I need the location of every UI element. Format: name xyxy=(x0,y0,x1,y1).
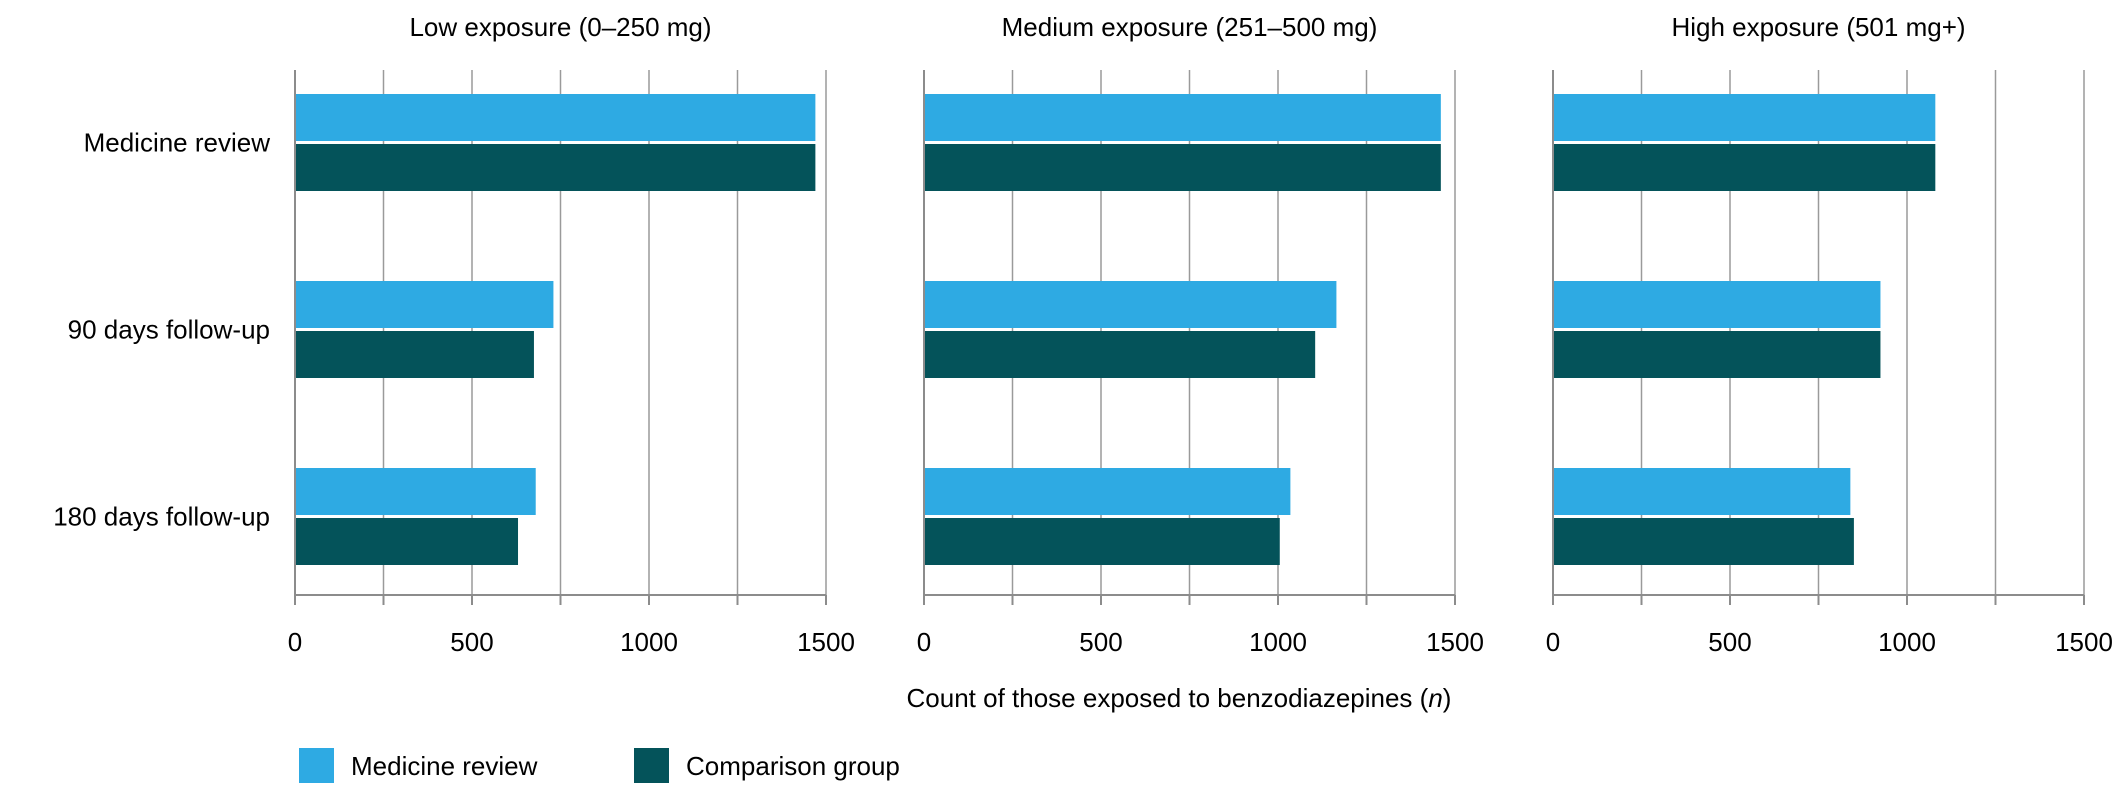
bar-medicine-review xyxy=(1553,94,1936,141)
panel-title: High exposure (501 mg+) xyxy=(1671,12,1965,42)
bar-medicine-review xyxy=(295,94,816,141)
tick-label: 1500 xyxy=(797,627,855,657)
panel-2: High exposure (501 mg+) 0 500 1000 1500 xyxy=(1546,12,2113,657)
legend-swatch xyxy=(634,748,669,783)
category-label: Medicine review xyxy=(84,128,271,158)
bar-medicine-review xyxy=(1553,468,1851,515)
tick-label: 1500 xyxy=(1426,627,1484,657)
panel-1: Medium exposure (251–500 mg) 0 500 1000 1500 xyxy=(917,12,1484,657)
panel-title: Medium exposure (251–500 mg) xyxy=(1002,12,1378,42)
panel-title: Low exposure (0–250 mg) xyxy=(409,12,711,42)
bar-comparison-group xyxy=(924,518,1280,565)
legend-label: Comparison group xyxy=(686,751,900,781)
panels: Low exposure (0–250 mg)0 500 1000 1500Mediu… xyxy=(288,12,2113,657)
legend-label: Medicine review xyxy=(351,751,538,781)
tick-label: 1000 xyxy=(620,627,678,657)
bar-medicine-review xyxy=(295,468,536,515)
tick-label: 0 xyxy=(1546,627,1560,657)
bar-medicine-review xyxy=(924,94,1441,141)
category-label: 90 days follow-up xyxy=(68,315,270,345)
bar-comparison-group xyxy=(295,331,534,378)
tick-label: 1000 xyxy=(1249,627,1307,657)
bar-medicine-review xyxy=(295,281,554,328)
category-label: 180 days follow-up xyxy=(53,502,270,532)
tick-label: 500 xyxy=(450,627,493,657)
bar-comparison-group xyxy=(1553,331,1881,378)
tick-label: 0 xyxy=(288,627,302,657)
x-axis-label: Count of those exposed to benzodiazepine… xyxy=(907,683,1452,713)
bar-medicine-review xyxy=(924,468,1291,515)
bar-comparison-group xyxy=(1553,144,1936,191)
bar-medicine-review xyxy=(1553,281,1881,328)
panel-0: Low exposure (0–250 mg) 0 500 1000 1500 xyxy=(288,12,855,657)
bar-comparison-group xyxy=(924,331,1316,378)
tick-label: 1000 xyxy=(1878,627,1936,657)
bar-comparison-group xyxy=(295,144,816,191)
category-labels: Medicine review 90 days follow-up 180 days… xyxy=(53,128,270,532)
bar-comparison-group xyxy=(1553,518,1854,565)
tick-label: 1500 xyxy=(2055,627,2113,657)
tick-label: 500 xyxy=(1079,627,1122,657)
tick-label: 0 xyxy=(917,627,931,657)
bar-comparison-group xyxy=(924,144,1441,191)
bar-medicine-review xyxy=(924,281,1337,328)
tick-label: 500 xyxy=(1708,627,1751,657)
legend: Medicine review Comparison group xyxy=(299,748,900,783)
bar-comparison-group xyxy=(295,518,519,565)
legend-swatch xyxy=(299,748,334,783)
